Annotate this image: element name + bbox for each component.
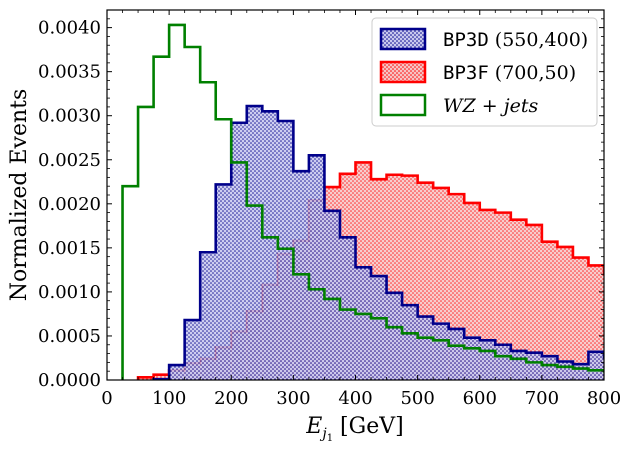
x-tick-label: 700 xyxy=(525,388,559,409)
bar-bp3f-1 xyxy=(153,374,170,380)
bar-bp3d-13 xyxy=(355,267,372,380)
bar-bp3d-4 xyxy=(215,184,232,380)
bar-bp3f-30 xyxy=(604,274,620,380)
axes-layer: 0 100 200 300 400 500 600 700 800 0.0000 0.0005 0.0… xyxy=(38,9,621,409)
bar-bp3d-27 xyxy=(572,364,589,380)
y-tick-label: 0.0015 xyxy=(38,238,101,259)
bar-bp3d-30 xyxy=(620,349,629,380)
y-tick-label: 0.0010 xyxy=(38,282,101,303)
bar-bp3d-25 xyxy=(541,356,558,380)
bar-bp3d-7 xyxy=(262,111,278,380)
bar-bp3d-26 xyxy=(557,361,573,380)
bar-bp3d-8 xyxy=(277,121,294,380)
y-tick-label: 0.0030 xyxy=(38,106,101,127)
legend-frame xyxy=(371,17,598,127)
bar-bp3f-26 xyxy=(541,241,558,380)
x-tick-label: 200 xyxy=(214,388,248,409)
bar-bp3d-22 xyxy=(495,344,511,380)
series-bp3d xyxy=(152,104,629,380)
bar-bp3d-17 xyxy=(417,316,434,380)
bar-bp3f-23 xyxy=(495,212,511,380)
y-tick-label: 0.0025 xyxy=(38,150,101,171)
bar-bp3d-20 xyxy=(464,337,480,380)
x-tick-label: 300 xyxy=(276,388,310,409)
step-line-wz-jets xyxy=(121,23,604,380)
bar-bp3d-5 xyxy=(231,122,247,380)
bar-bp3d-28 xyxy=(588,351,604,380)
legend-swatch-wz-jets xyxy=(379,93,427,117)
y-tick-label: 0.0035 xyxy=(38,62,101,83)
bar-bp3d-21 xyxy=(479,340,496,380)
bar-bp3d-1 xyxy=(169,365,185,380)
legend: BP3D (550,400) BP3F (700,50) WZ + jets xyxy=(371,17,598,127)
x-axis-title: Ej1 [GeV] xyxy=(305,414,403,444)
bar-bp3d-11 xyxy=(324,210,340,380)
x-tick-label: 100 xyxy=(152,388,186,409)
bar-bp3f-21 xyxy=(464,202,480,380)
series-wz-jets xyxy=(121,23,604,380)
y-axis-title: Normalized Events xyxy=(7,89,32,302)
bar-bp3f-31 xyxy=(620,277,629,380)
bar-bp3d-16 xyxy=(402,305,418,380)
bar-bp3d-24 xyxy=(526,352,542,380)
y-tick-label: 0.0000 xyxy=(38,370,101,391)
bar-bp3d-6 xyxy=(246,106,263,380)
bar-bp3f-24 xyxy=(510,219,527,380)
bar-bp3f-28 xyxy=(572,257,589,380)
bar-bp3f-22 xyxy=(479,209,496,380)
legend-label-bp3d: BP3D (550,400) xyxy=(443,29,588,51)
bar-bp3d-18 xyxy=(433,323,449,380)
x-tick-label: 0 xyxy=(101,388,112,409)
x-tick-label: 400 xyxy=(338,388,372,409)
legend-swatch-bp3f xyxy=(379,60,427,84)
y-tick-label: 0.0040 xyxy=(38,18,101,39)
bar-bp3d-10 xyxy=(308,155,325,380)
bar-bp3d-3 xyxy=(200,252,216,380)
legend-label-bp3f: BP3F (700,50) xyxy=(443,62,576,84)
bar-bp3f-25 xyxy=(526,224,542,380)
legend-entry-bp3d: BP3D (550,400) xyxy=(379,27,588,51)
x-tick-label: 600 xyxy=(463,388,497,409)
legend-entry-wz-jets: WZ + jets xyxy=(379,93,539,117)
bar-bp3f-27 xyxy=(557,246,573,380)
bar-bp3d-19 xyxy=(448,328,465,380)
bar-bp3d-29 xyxy=(604,357,620,380)
bar-bp3d-15 xyxy=(386,292,403,380)
x-tick-label: 800 xyxy=(587,388,621,409)
bar-bp3f-0 xyxy=(138,377,154,380)
legend-swatch-bp3d xyxy=(379,27,427,51)
y-tick-label: 0.0005 xyxy=(38,326,101,347)
x-tick-label: 500 xyxy=(400,388,434,409)
legend-entry-bp3f: BP3F (700,50) xyxy=(379,60,576,84)
bar-bp3d-23 xyxy=(510,350,527,380)
bar-bp3d-2 xyxy=(184,320,201,380)
legend-label-wz-jets: WZ + jets xyxy=(443,95,539,117)
bar-bp3d-9 xyxy=(293,171,309,380)
y-tick-label: 0.0020 xyxy=(38,194,101,215)
bar-bp3d-14 xyxy=(371,276,387,380)
series-layer xyxy=(121,23,629,380)
